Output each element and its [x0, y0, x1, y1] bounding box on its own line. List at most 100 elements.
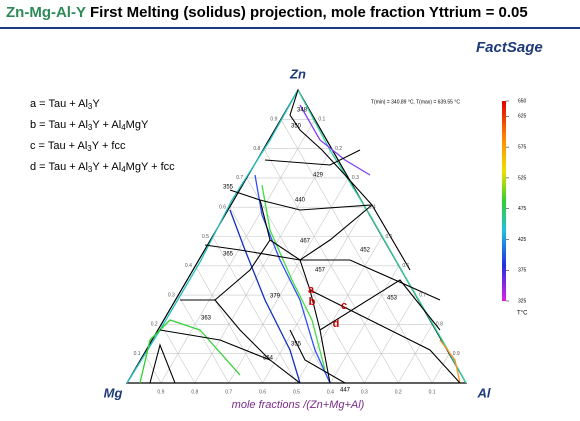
curve — [439, 339, 461, 384]
colorbar-tick-label: 525 — [518, 175, 527, 181]
boundary — [204, 244, 301, 261]
curve — [299, 104, 371, 176]
legend-text: a = Tau + Al — [30, 98, 88, 110]
grid-line — [431, 353, 450, 384]
tick-label: 0.3 — [352, 175, 359, 181]
point-label: a — [308, 284, 315, 296]
colorbar-ticks: 650 625 575 525 475 425 375 325 — [506, 98, 527, 304]
boundary — [264, 149, 361, 166]
legend-text: b = Tau + Al — [30, 119, 88, 131]
tick-label: 0.4 — [185, 263, 192, 269]
title: Zn-Mg-Al-Y First Melting (solidus) projec… — [6, 4, 528, 21]
tick-label: 0.3 — [361, 389, 368, 395]
legend: a = Tau + Al3Y b = Tau + Al3Y + Al4MgY c =… — [30, 98, 175, 174]
grid-line — [364, 294, 416, 384]
curve — [126, 89, 299, 384]
tick-label: 0.5 — [202, 234, 209, 240]
region-label: 457 — [315, 268, 326, 274]
tick-label: 0.8 — [253, 146, 260, 152]
tick-label: 0.1 — [318, 117, 325, 123]
tick-label: 0.9 — [157, 389, 164, 395]
boundary — [180, 239, 271, 301]
legend-text: MgY + fcc — [126, 161, 176, 173]
curve — [261, 184, 326, 371]
legend-text: d = Tau + Al — [30, 161, 88, 173]
tick-label: 0.6 — [402, 263, 409, 269]
temperature-range: T(min) = 340.89 °C, T(max) = 639.55 °C — [371, 99, 460, 105]
region-label: 365 — [223, 252, 234, 258]
boundary — [289, 89, 373, 206]
tick-label: 0.7 — [236, 175, 243, 181]
tick-label: 0.1 — [429, 389, 436, 395]
colorbar-tick-label: 375 — [518, 268, 527, 274]
colorbar-tick-label: 650 — [518, 98, 527, 104]
tick-label: 0.2 — [335, 146, 342, 152]
colorbar-tick-label: 625 — [518, 114, 527, 120]
legend-text: Y + Al — [92, 161, 121, 173]
boundary — [214, 299, 271, 361]
region-label: 453 — [387, 296, 398, 302]
colorbar-tick-label: 475 — [518, 206, 527, 212]
legend-entry: b = Tau + Al3Y + Al4MgY — [30, 119, 149, 132]
title-rest: First Melting (solidus) projection, mole… — [90, 4, 528, 21]
boundary — [299, 259, 331, 384]
subscript: 4 — [121, 123, 126, 132]
region-label: 355 — [291, 342, 302, 348]
boundary — [309, 289, 461, 384]
boundary — [229, 189, 411, 271]
boundary — [149, 343, 176, 384]
tick-label: 0.6 — [259, 389, 266, 395]
colored-lines — [126, 89, 467, 384]
grid-line — [195, 265, 263, 384]
grid-line — [143, 353, 162, 384]
tick-label: 0.7 — [419, 292, 426, 298]
grid-line — [160, 324, 196, 384]
subscript: 4 — [121, 165, 126, 174]
colorbar-tick-label: 575 — [518, 144, 527, 150]
subscript: 3 — [88, 123, 93, 132]
tick-label: 0.6 — [219, 205, 226, 211]
grid-line — [228, 177, 349, 384]
tick-label: 0.4 — [327, 389, 334, 395]
region-label: 379 — [270, 294, 281, 300]
corner-label: Mg — [104, 385, 123, 400]
boundary — [300, 259, 441, 301]
tick-label: 0.2 — [151, 322, 158, 328]
grid-line — [280, 119, 433, 384]
region-label: 452 — [360, 248, 371, 254]
grid-line — [212, 236, 297, 384]
region-label: 429 — [313, 173, 324, 179]
colorbar — [502, 101, 506, 301]
legend-text: Y + fcc — [92, 140, 126, 152]
corner-label: Zn — [289, 66, 306, 81]
grid-line — [178, 294, 229, 384]
boundary — [289, 329, 346, 384]
point-label: b — [309, 296, 316, 308]
tick-label: 0.2 — [395, 389, 402, 395]
grid-line — [246, 177, 365, 384]
point-label: d — [333, 318, 340, 330]
curve — [139, 319, 241, 384]
curve — [229, 209, 301, 384]
tick-label: 0.1 — [134, 351, 141, 357]
tick-label: 0.8 — [191, 389, 198, 395]
boundary — [319, 279, 441, 331]
legend-entry: a = Tau + Al3Y — [30, 98, 100, 111]
legend-text: c = Tau + Al — [30, 140, 87, 152]
title-system: Zn-Mg-Al-Y — [6, 4, 86, 21]
grid-line — [330, 265, 400, 384]
tick-label: 0.7 — [225, 389, 232, 395]
region-label: 447 — [340, 388, 351, 394]
region-label: 364 — [263, 356, 274, 362]
subscript: 3 — [88, 165, 93, 174]
grid-line — [397, 324, 433, 384]
colorbar-tick-label: 425 — [518, 237, 527, 243]
tick-label: 0.9 — [453, 351, 460, 357]
legend-entry: c = Tau + Al3Y + fcc — [30, 140, 126, 153]
region-label: 350 — [291, 124, 302, 130]
colorbar-tick-label: 325 — [518, 298, 527, 304]
phase-boundaries — [149, 89, 461, 384]
corner-label: Al — [477, 385, 491, 400]
region-labels: 348 350 429 440 467 452 457 453 355 365 … — [201, 108, 398, 394]
